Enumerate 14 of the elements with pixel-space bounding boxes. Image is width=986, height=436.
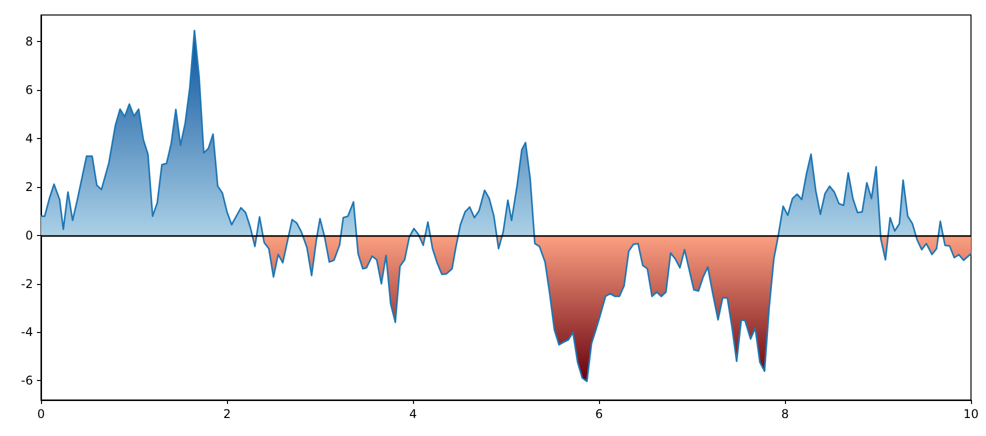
x-tick-label: 0 xyxy=(37,407,45,421)
y-tick-label: -4 xyxy=(21,325,33,340)
x-tick-label: 4 xyxy=(409,407,417,421)
x-tick-label: 10 xyxy=(963,407,979,421)
y-tick-label: 8 xyxy=(25,34,33,49)
y-tick-label: 4 xyxy=(25,131,33,146)
x-tick-label: 2 xyxy=(223,407,231,421)
y-tick-label: -6 xyxy=(21,374,33,388)
x-tick-label: 8 xyxy=(781,407,789,421)
x-tick-label: 6 xyxy=(595,407,603,421)
y-tick-label: 0 xyxy=(25,228,33,242)
y-tick-label: 6 xyxy=(25,83,33,98)
y-tick-label: -2 xyxy=(21,276,33,291)
y-tick-label: 2 xyxy=(25,180,33,194)
